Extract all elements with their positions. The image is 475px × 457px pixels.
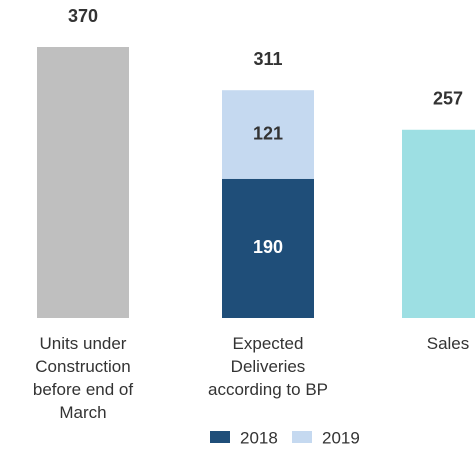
legend-swatch	[292, 431, 312, 443]
segment-label: 190	[253, 237, 283, 257]
x-tick-label: Units under Construction before end of Marc…	[33, 334, 133, 422]
segment-label: 121	[253, 123, 283, 143]
legend-item: 2019	[292, 428, 360, 447]
legend-label: 2018	[240, 428, 278, 447]
bar	[37, 47, 129, 318]
x-tick-label: Sales	[427, 334, 470, 353]
total-label: 257	[433, 89, 463, 109]
total-label: 370	[68, 6, 98, 26]
bar-segment	[222, 178, 314, 318]
bar	[402, 129, 475, 318]
legend-item: 2018	[210, 428, 278, 447]
total-label: 311	[253, 49, 282, 69]
legend-label: 2019	[322, 428, 360, 447]
legend-swatch	[210, 431, 230, 443]
x-tick-label: Expected Deliveries according to BP	[208, 334, 328, 399]
bar-segment	[222, 90, 314, 179]
